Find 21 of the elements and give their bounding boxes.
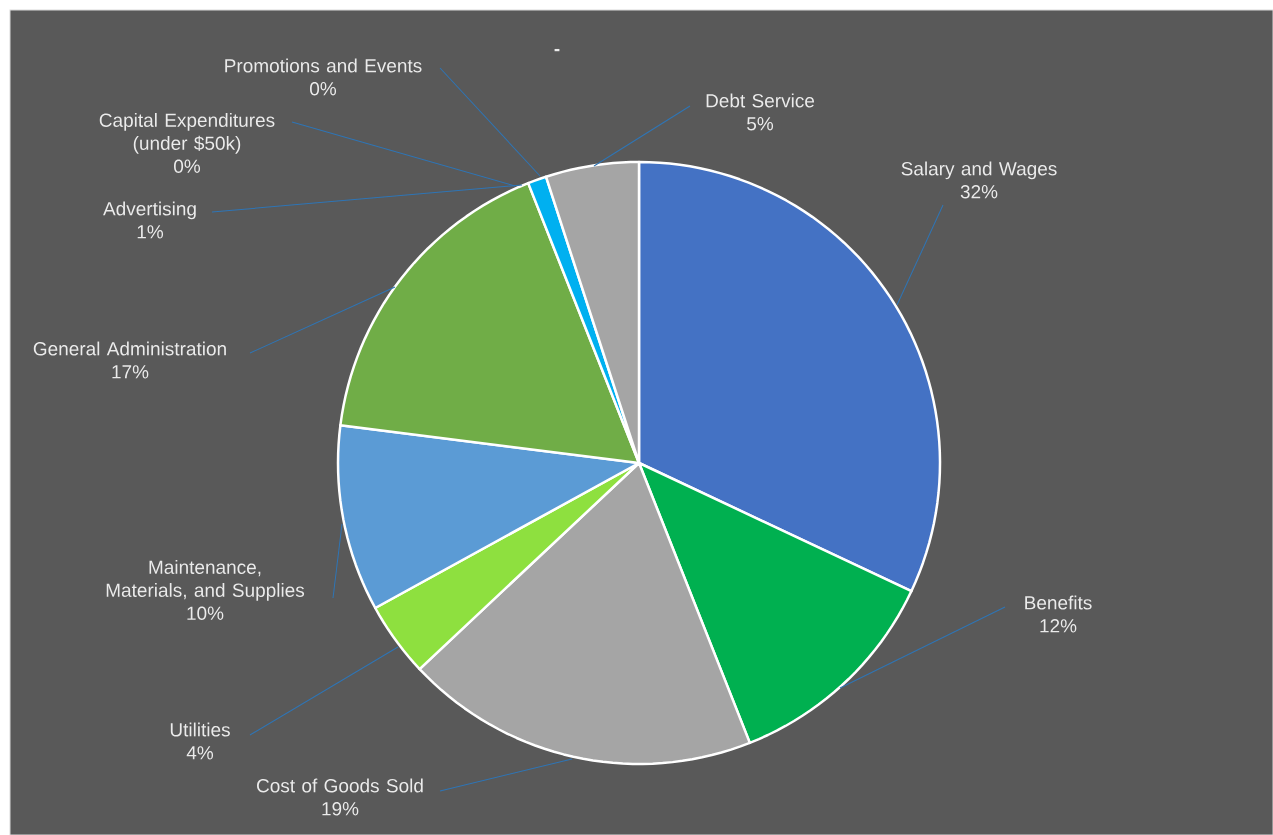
- slice-label: Salary and Wages: [901, 161, 1057, 180]
- data-label: 10%: [187, 606, 224, 620]
- data-label: 4%: [186, 746, 214, 760]
- slice-label: Cost of Goods Sold: [257, 778, 423, 793]
- category-label: Promotions and Events: [225, 58, 422, 73]
- slice-label: General Administration: [33, 341, 226, 356]
- category-label: Capital Expenditures (under $50k): [99, 113, 275, 154]
- data-label: 12%: [1040, 619, 1077, 633]
- data-label: 5%: [747, 117, 774, 131]
- data-label: 32%: [960, 185, 998, 199]
- data-label: 17%: [112, 365, 149, 379]
- data-label: 1%: [137, 225, 164, 239]
- chart-title: -: [554, 48, 560, 52]
- slice-label: Debt Service: [706, 93, 815, 108]
- text: 0%: [174, 159, 201, 173]
- slice-label: Advertising: [103, 201, 196, 220]
- data-label: 19%: [322, 802, 359, 816]
- text: 0%: [310, 82, 337, 96]
- slice-label: Benefits: [1025, 595, 1092, 610]
- slice-label: Utilities: [170, 722, 230, 737]
- slice-label: Maintenance, Materials, and Supplies: [106, 560, 305, 601]
